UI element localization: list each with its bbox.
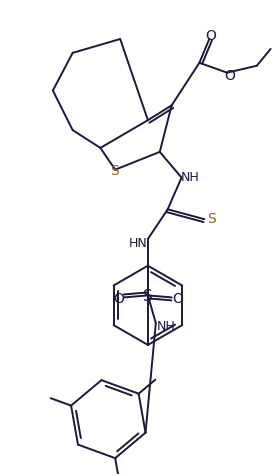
Text: NH: NH <box>156 319 175 332</box>
Text: O: O <box>225 69 235 82</box>
Text: O: O <box>113 292 124 306</box>
Text: S: S <box>207 212 216 226</box>
Text: O: O <box>172 292 183 306</box>
Text: S: S <box>110 163 119 178</box>
Text: NH: NH <box>181 171 200 184</box>
Text: O: O <box>205 29 216 43</box>
Text: S: S <box>143 288 153 303</box>
Text: HN: HN <box>129 237 147 250</box>
